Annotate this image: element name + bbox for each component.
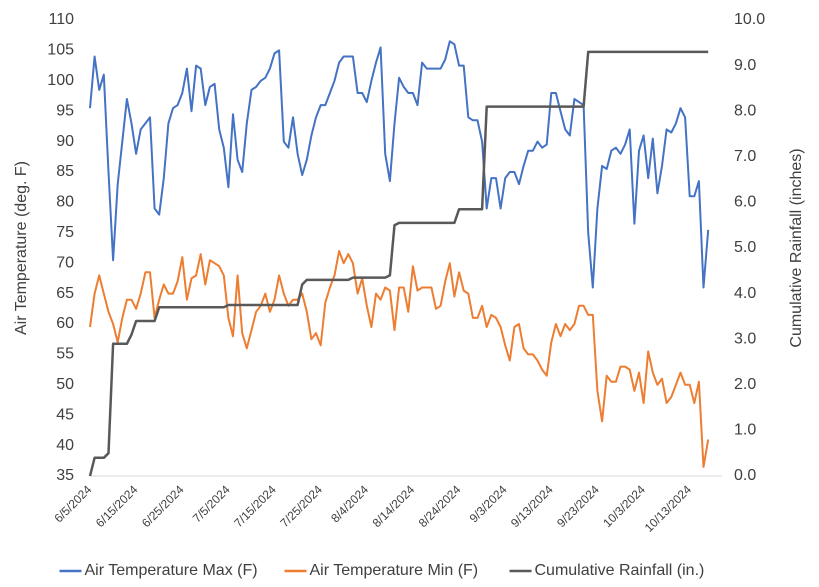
x-tick-label: 8/4/2024 (328, 482, 371, 525)
y-tick-label: 95 (56, 102, 74, 119)
y-tick-label: 35 (56, 467, 74, 484)
y2-tick-label: 4.0 (734, 285, 756, 302)
y2-tick-label: 5.0 (734, 239, 756, 256)
series-line (89, 250, 710, 468)
x-tick-label: 10/3/2024 (600, 482, 648, 530)
legend-label: Air Temperature Min (F) (310, 562, 479, 579)
y-tick-label: 80 (56, 194, 74, 211)
x-tick-label: 8/14/2024 (370, 482, 418, 530)
x-tick-label: 6/15/2024 (93, 482, 141, 530)
x-tick-label: 9/13/2024 (508, 482, 556, 530)
y2-tick-label: 8.0 (734, 102, 756, 119)
y2-tick-label: 7.0 (734, 148, 756, 165)
x-tick-label: 9/3/2024 (467, 482, 510, 525)
y-tick-label: 45 (56, 406, 74, 423)
y-tick-label: 55 (56, 346, 74, 363)
y2-tick-label: 3.0 (734, 330, 756, 347)
legend-label: Cumulative Rainfall (in.) (535, 562, 705, 579)
x-tick-label: 6/25/2024 (139, 482, 187, 530)
x-tick-label: 6/5/2024 (51, 482, 94, 525)
y-tick-label: 90 (56, 133, 74, 150)
y-tick-label: 110 (48, 11, 74, 28)
y-tick-label: 50 (56, 376, 74, 393)
y2-tick-label: 1.0 (734, 422, 756, 439)
x-tick-label: 7/15/2024 (231, 482, 279, 530)
y2-tick-label: 0.0 (734, 467, 756, 484)
legend-label: Air Temperature Max (F) (85, 562, 258, 579)
series-line (88, 50, 709, 477)
y-axis-title: Air Temperature (deg. F) (13, 161, 30, 335)
series-line (89, 40, 710, 289)
x-tick-label: 9/23/2024 (554, 482, 602, 530)
x-tick-label: 8/24/2024 (416, 482, 464, 530)
y2-tick-label: 9.0 (734, 57, 756, 74)
y-tick-label: 60 (56, 315, 74, 332)
y2-tick-label: 6.0 (734, 194, 756, 211)
y2-tick-label: 2.0 (734, 376, 756, 393)
y2-tick-label: 10.0 (734, 11, 765, 28)
x-tick-label: 7/5/2024 (190, 482, 233, 525)
y-tick-label: 65 (56, 285, 74, 302)
y-tick-label: 40 (56, 437, 74, 454)
y-tick-label: 85 (56, 163, 74, 180)
y2-axis-title: Cumulative Rainfall (inches) (788, 148, 805, 347)
y-tick-label: 100 (47, 72, 74, 89)
x-tick-label: 10/13/2024 (642, 482, 695, 535)
x-tick-label: 7/25/2024 (277, 482, 325, 530)
y-tick-label: 70 (56, 254, 74, 271)
y-tick-label: 105 (47, 42, 74, 59)
y-tick-label: 75 (56, 224, 74, 241)
